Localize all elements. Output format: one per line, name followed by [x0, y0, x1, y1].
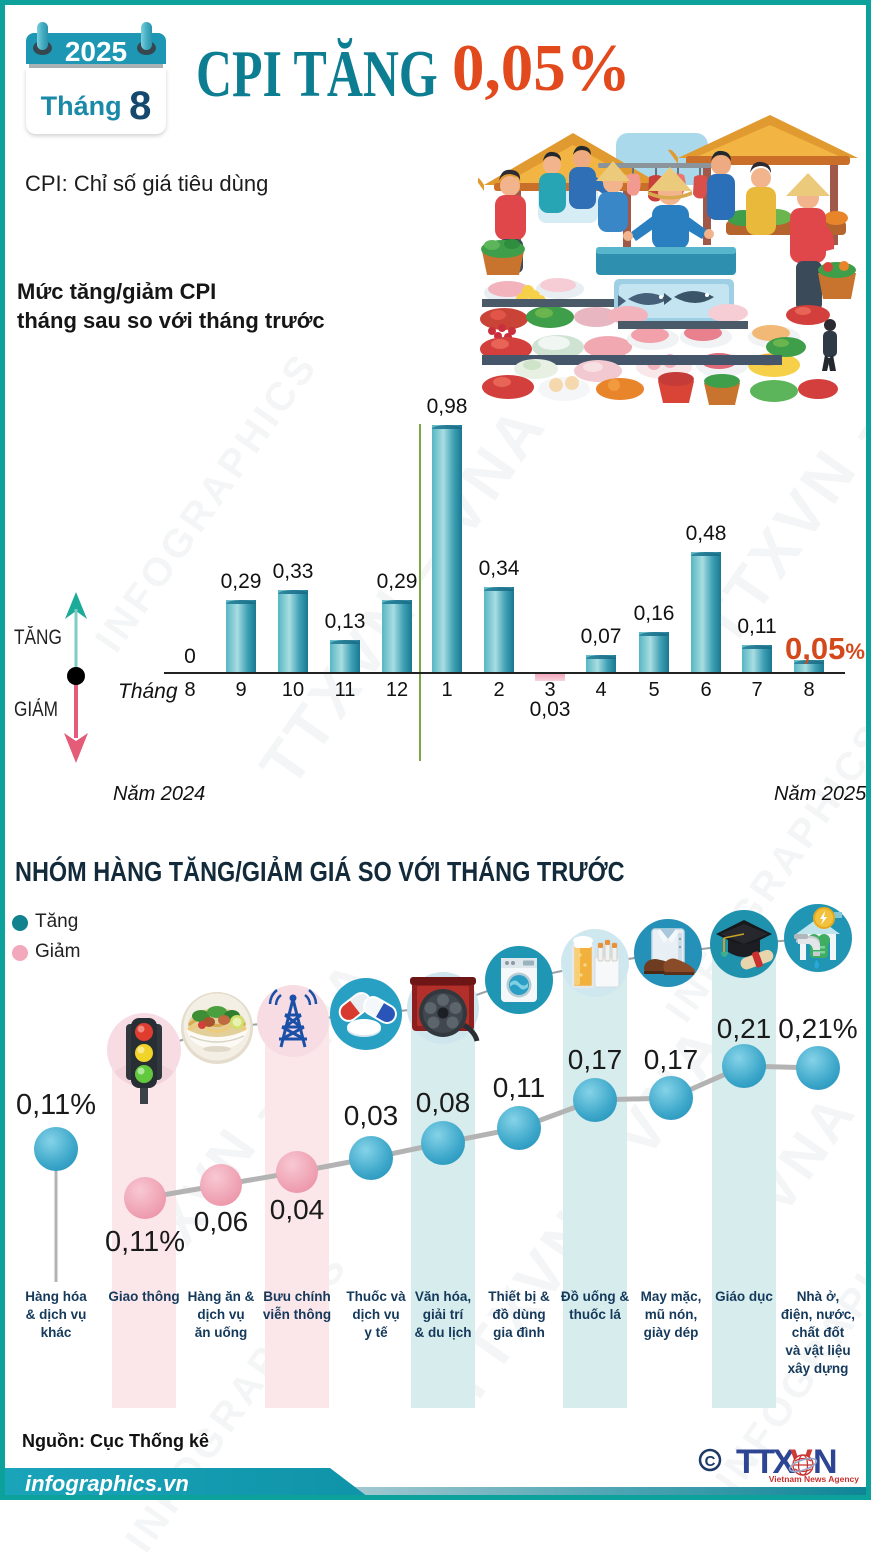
svg-text:TTX: TTX: [736, 1443, 796, 1481]
svg-text:Vietnam News Agency: Vietnam News Agency: [769, 1474, 860, 1484]
svg-text:N: N: [813, 1443, 836, 1481]
svg-text:C: C: [705, 1453, 716, 1470]
